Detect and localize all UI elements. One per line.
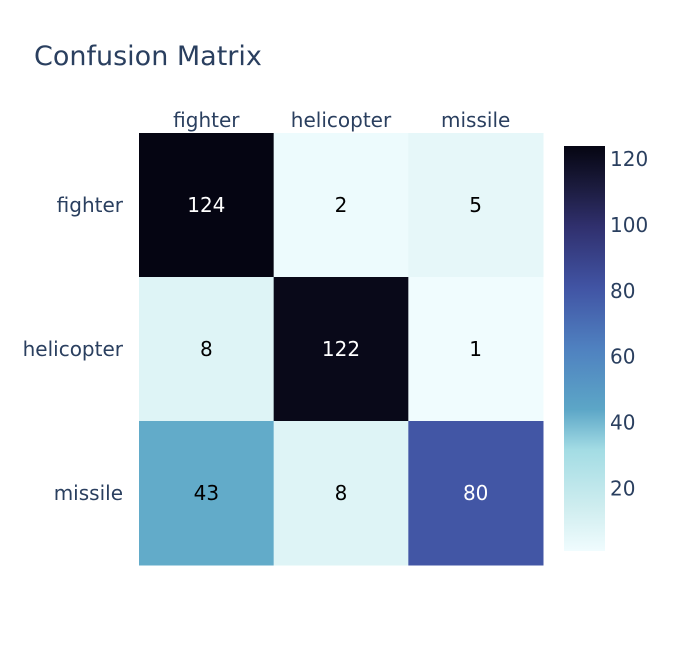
cell-value-label: 1	[469, 337, 482, 361]
cell-value-label: 8	[200, 337, 213, 361]
colorbar-tick-20: 20	[610, 476, 635, 500]
x-tick-label-missile: missile	[441, 108, 510, 132]
heatmap-cell-fighter-missile	[408, 133, 544, 278]
cell-value-label: 5	[469, 193, 482, 217]
y-axis-ticks: fighter helicopter missile	[23, 193, 124, 505]
heatmap-cell-helicopter-helicopter	[273, 277, 409, 422]
colorbar-tick-120: 120	[610, 147, 648, 171]
cell-value-label: 43	[194, 481, 219, 505]
heatmap-cell-helicopter-fighter	[139, 277, 275, 422]
x-axis-ticks: fighter helicopter missile	[173, 108, 510, 132]
colorbar-tick-60: 60	[610, 345, 635, 369]
heatmap-cell-missile-missile	[408, 421, 544, 566]
colorbar-tick-100: 100	[610, 213, 648, 237]
heatmap-cell-missile-fighter	[139, 421, 275, 566]
cell-value-label: 8	[335, 481, 348, 505]
cell-value-label: 124	[187, 193, 225, 217]
heatmap-cell-missile-helicopter	[273, 421, 409, 566]
y-tick-label-helicopter: helicopter	[23, 337, 124, 361]
y-tick-label-fighter: fighter	[57, 193, 124, 217]
heatmap-cell-fighter-fighter	[139, 133, 275, 278]
heatmap-cells: 124 2 5 8 122 1 43 8 80	[139, 133, 544, 566]
heatmap-cell-helicopter-missile	[408, 277, 544, 422]
colorbar	[564, 146, 605, 551]
x-tick-label-fighter: fighter	[173, 108, 240, 132]
heatmap-cell-fighter-helicopter	[273, 133, 409, 278]
cell-value-label: 80	[463, 481, 488, 505]
chart-title: Confusion Matrix	[34, 41, 262, 72]
cell-value-label: 122	[322, 337, 360, 361]
x-tick-label-helicopter: helicopter	[291, 108, 392, 132]
colorbar-ticks: 20 40 60 80 100 120	[610, 147, 648, 500]
y-tick-label-missile: missile	[54, 481, 123, 505]
cell-value-label: 2	[335, 193, 348, 217]
colorbar-tick-80: 80	[610, 279, 635, 303]
colorbar-tick-40: 40	[610, 411, 635, 435]
